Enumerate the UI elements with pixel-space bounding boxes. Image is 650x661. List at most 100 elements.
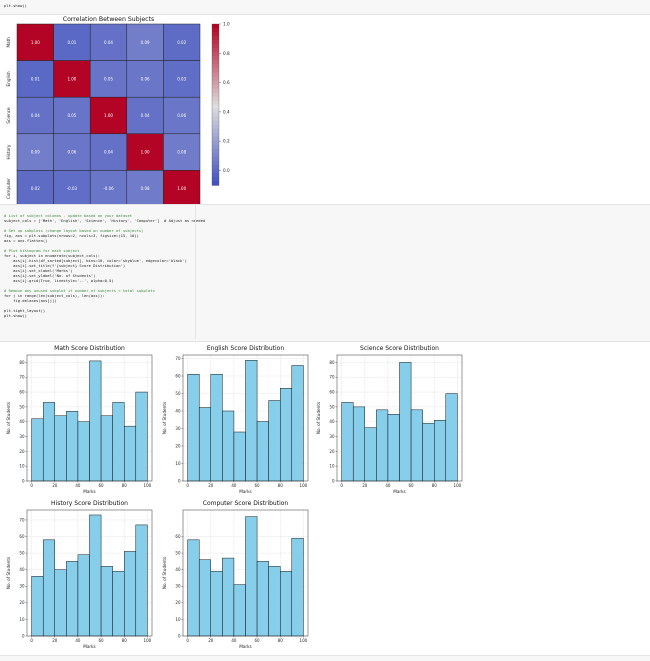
colorbar-tick-label: 0.2: [223, 139, 230, 144]
heatmap-cell: [163, 60, 201, 98]
histogram-bar: [387, 414, 400, 482]
y-tick-label: 0: [22, 478, 25, 483]
y-axis-label: No. of Students: [162, 402, 167, 434]
histogram-bar: [135, 391, 148, 482]
code-line: axs[i].grid(True, linestyle='--', alpha=…: [4, 278, 114, 283]
colorbar-segment: [212, 104, 219, 110]
heatmap-cell-label: 0.04: [104, 40, 113, 45]
code-line: # Plot histogram for each subject: [4, 248, 80, 253]
histogram-bar: [376, 409, 389, 482]
heatmap-cell-label: -0.06: [103, 186, 114, 191]
heatmap-cell-label: 1.00: [31, 40, 40, 45]
y-tick-label: 70: [329, 375, 335, 380]
cell-divider: [195, 205, 196, 339]
histogram-bar: [31, 576, 44, 637]
heatmap-cell-label: 0.06: [177, 113, 186, 118]
colorbar-segment: [212, 40, 219, 45]
code-line: plt.show(): [4, 313, 27, 318]
x-tick-label: 20: [52, 483, 58, 488]
heatmap-cell: [53, 23, 91, 61]
math-histogram: Math Score Distribution 0 20 40 60 80 100 0 10 20…: [6, 345, 153, 494]
colorbar-segment: [212, 56, 219, 61]
histogram-bar: [198, 407, 212, 482]
histogram-bar: [245, 360, 258, 482]
heatmap-cell-label: 0.01: [67, 40, 76, 45]
plot-frame: [182, 354, 309, 482]
heatmap-cell-label: 1.00: [67, 76, 76, 81]
colorbar-segment: [212, 164, 219, 170]
histogram-code-cell[interactable]: # List of subject columns - update based…: [0, 204, 650, 342]
heatmap-cell: [163, 23, 201, 61]
code-line: plt.show(): [4, 3, 27, 8]
colorbar-segment: [212, 80, 219, 85]
colorbar-segment: [212, 36, 219, 41]
x-tick-label: 100: [144, 638, 152, 643]
histogram-bar: [54, 415, 67, 482]
history-histogram: History Score Distribution 0 20 40 60 80 100 0 1…: [6, 500, 153, 649]
x-tick-label: 0: [340, 483, 343, 488]
heatmap-cell-label: 0.05: [104, 76, 113, 81]
code-line: axs[i].set_ylabel('No. of Students'): [4, 273, 96, 278]
y-tick-label: 30: [19, 434, 25, 439]
heatmap-cell-label: 0.04: [141, 113, 150, 118]
y-axis-label: No. of Students: [316, 402, 321, 434]
previous-code-cell[interactable]: plt.show(): [0, 0, 650, 15]
heatmap-cell: [163, 133, 201, 171]
heatmap-cell-label: 0.04: [31, 113, 40, 118]
heatmap-cell-label: 0.08: [177, 150, 186, 155]
x-axis-label: Marks: [393, 489, 406, 494]
heatmap-cell: [16, 60, 54, 98]
heatmap-cell-label: 0.04: [104, 150, 113, 155]
x-tick-label: 100: [300, 483, 308, 488]
heatmap-cell: [89, 60, 128, 98]
y-tick-label: 70: [175, 356, 181, 361]
code-line: axs = axs.flatten(): [4, 238, 48, 243]
heatmap-cell-label: 0.06: [67, 150, 76, 155]
colorbar-segment: [212, 84, 219, 90]
x-tick-label: 60: [99, 483, 105, 488]
computer-histogram: Computer Score Distribution 0 20 40 60 80 100 0…: [162, 500, 309, 649]
colorbar-segment: [212, 172, 219, 178]
histogram-bar: [399, 362, 412, 482]
histogram-bar: [187, 374, 200, 482]
heatmap-cell: [53, 96, 91, 135]
y-tick-label: 80: [329, 360, 335, 365]
histogram-bar: [112, 402, 125, 482]
x-tick-label: 60: [409, 483, 415, 488]
colorbar-segment: [212, 44, 219, 49]
heatmap-cell: [126, 96, 164, 135]
y-axis-label: No. of Students: [6, 402, 11, 434]
histogram-bar: [352, 406, 366, 482]
heatmap-cell: [89, 96, 128, 135]
histogram-title: Math Score Distribution: [54, 345, 125, 352]
heatmap-title: Correlation Between Subjects: [63, 16, 154, 23]
y-tick-label: 70: [19, 375, 25, 380]
heatmap-cell-label: 0.06: [141, 76, 150, 81]
plot-frame: [26, 509, 153, 637]
y-tick-label: 10: [19, 617, 25, 622]
heatmap-cell-label: 1.00: [104, 113, 113, 118]
colorbar-segment: [212, 68, 219, 73]
heatmap-cell-label: 0.02: [31, 186, 40, 191]
x-axis-label: Marks: [83, 644, 96, 649]
x-tick-label: 100: [144, 483, 152, 488]
y-tick-label: 20: [329, 449, 335, 454]
y-tick-label: 20: [175, 443, 181, 448]
code-line: subject_cols = ['Math', 'English', 'Scie…: [4, 218, 206, 223]
histogram-bar: [89, 360, 102, 482]
colorbar-segment: [212, 100, 219, 106]
heatmap-cell: [126, 133, 164, 171]
histogram-bar: [256, 421, 269, 482]
y-tick-label: 30: [175, 584, 181, 589]
y-tick-label: 0: [178, 633, 181, 638]
plot-frame: [182, 509, 309, 637]
colorbar-segment: [212, 108, 219, 114]
heatmap-cell-label: 1.00: [177, 186, 186, 191]
x-tick-label: 20: [208, 638, 214, 643]
heatmap-row-label: History: [6, 144, 11, 159]
y-tick-label: 20: [19, 600, 25, 605]
histogram-bar: [42, 539, 56, 637]
colorbar-segment: [212, 64, 219, 69]
heatmap-cell-label: 0.02: [177, 40, 186, 45]
x-tick-label: 0: [30, 638, 33, 643]
